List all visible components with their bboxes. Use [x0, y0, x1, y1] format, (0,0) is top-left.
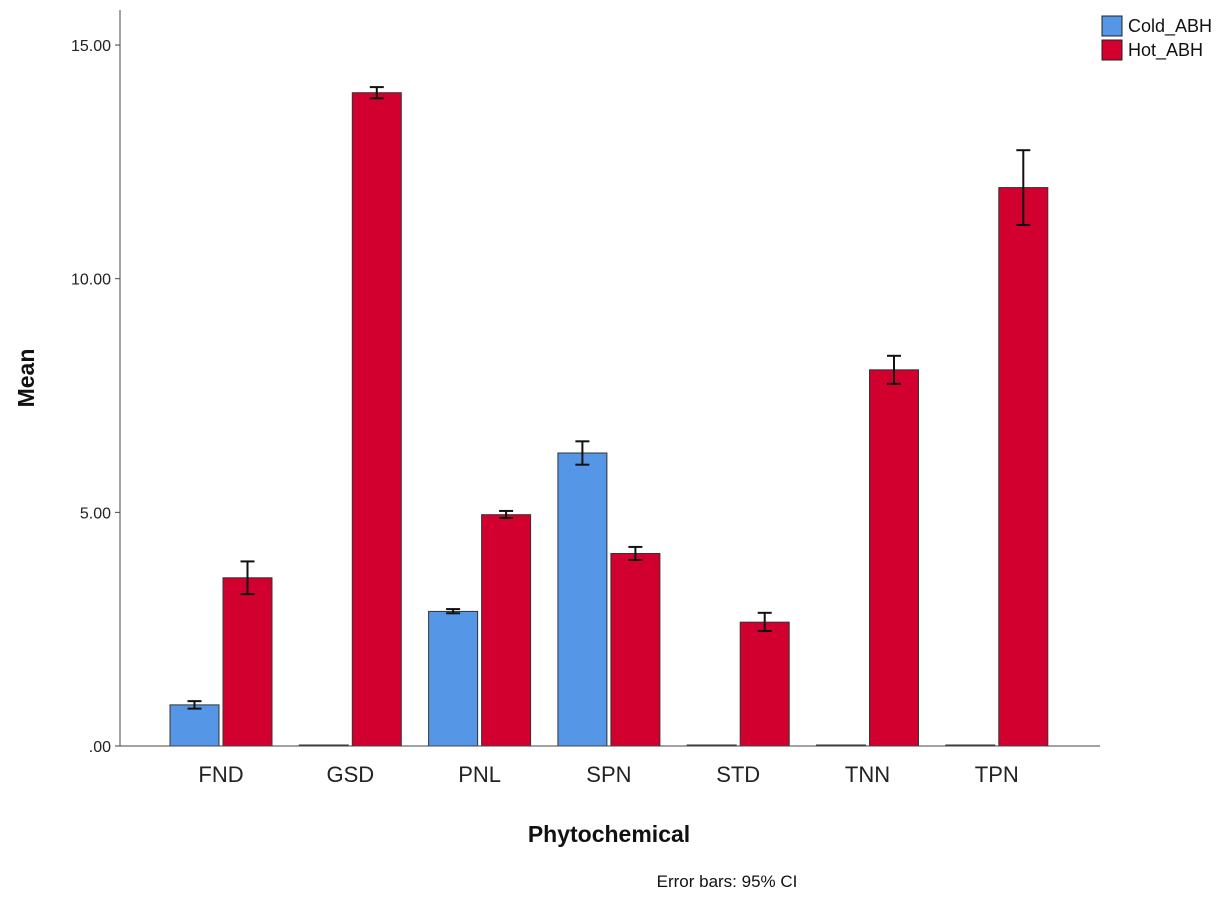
y-tick-label: 15.00 [71, 38, 111, 55]
x-tick-label: SPN [586, 762, 631, 787]
bar-cold-abh-pnl [428, 610, 479, 747]
bar-hot-abh-spn [610, 552, 661, 747]
legend-swatch [1101, 39, 1123, 61]
x-tick-label: TPN [975, 762, 1019, 787]
y-tick-label: 10.00 [71, 272, 111, 289]
y-tick-label: .00 [89, 739, 111, 756]
y-axis-ticks: .00 5.00 10.00 15.00 [71, 38, 120, 756]
x-tick-label: GSD [326, 762, 374, 787]
error-bars [187, 86, 1031, 710]
bar-hot-abh-fnd [222, 577, 273, 747]
legend-label: Cold_ABH [1128, 16, 1212, 37]
x-tick-label: STD [716, 762, 760, 787]
y-tick-label: 5.00 [80, 505, 111, 522]
bar-hot-abh-tnn [869, 369, 919, 747]
error-bars-note: Error bars: 95% CI [657, 872, 798, 891]
x-tick-label: TNN [845, 762, 890, 787]
bar-cold-abh-fnd [169, 704, 220, 747]
legend: Cold_ABH Hot_ABH [1101, 15, 1212, 61]
x-tick-label: PNL [458, 762, 501, 787]
x-tick-label: FND [198, 762, 243, 787]
legend-swatch [1101, 15, 1123, 37]
bars [169, 92, 1049, 747]
bar-hot-abh-tpn [998, 187, 1049, 747]
x-axis-ticks: FND GSD PNL SPN STD TNN TPN [198, 762, 1018, 787]
bar-hot-abh-std [739, 621, 790, 747]
bar-cold-abh-spn [557, 452, 608, 747]
y-axis-title: Mean [13, 349, 39, 408]
bar-hot-abh-pnl [481, 514, 532, 747]
legend-label: Hot_ABH [1128, 40, 1203, 61]
bar-hot-abh-gsd [351, 92, 402, 747]
x-axis-title: Phytochemical [528, 821, 690, 847]
